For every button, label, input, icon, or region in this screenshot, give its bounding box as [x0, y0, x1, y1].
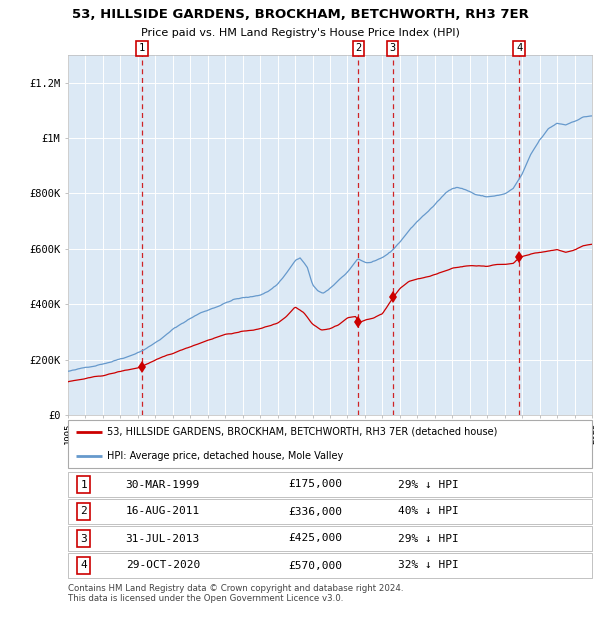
- Text: £175,000: £175,000: [288, 479, 342, 490]
- Text: 1: 1: [80, 479, 87, 490]
- Text: 3: 3: [80, 533, 87, 544]
- Text: 4: 4: [80, 560, 87, 570]
- Text: £570,000: £570,000: [288, 560, 342, 570]
- Text: 40% ↓ HPI: 40% ↓ HPI: [398, 507, 459, 516]
- Text: £425,000: £425,000: [288, 533, 342, 544]
- Text: 3: 3: [389, 43, 395, 53]
- Text: 30-MAR-1999: 30-MAR-1999: [125, 479, 200, 490]
- Text: 4: 4: [516, 43, 523, 53]
- Text: 53, HILLSIDE GARDENS, BROCKHAM, BETCHWORTH, RH3 7ER: 53, HILLSIDE GARDENS, BROCKHAM, BETCHWOR…: [71, 8, 529, 21]
- Text: 29-OCT-2020: 29-OCT-2020: [125, 560, 200, 570]
- Text: 1: 1: [139, 43, 145, 53]
- Text: HPI: Average price, detached house, Mole Valley: HPI: Average price, detached house, Mole…: [107, 451, 344, 461]
- Text: 2: 2: [355, 43, 361, 53]
- Text: Price paid vs. HM Land Registry's House Price Index (HPI): Price paid vs. HM Land Registry's House …: [140, 28, 460, 38]
- FancyBboxPatch shape: [68, 420, 592, 468]
- Text: 29% ↓ HPI: 29% ↓ HPI: [398, 533, 459, 544]
- Text: 31-JUL-2013: 31-JUL-2013: [125, 533, 200, 544]
- Text: 32% ↓ HPI: 32% ↓ HPI: [398, 560, 459, 570]
- Text: Contains HM Land Registry data © Crown copyright and database right 2024.
This d: Contains HM Land Registry data © Crown c…: [68, 584, 404, 603]
- Text: £336,000: £336,000: [288, 507, 342, 516]
- Text: 2: 2: [80, 507, 87, 516]
- Text: 16-AUG-2011: 16-AUG-2011: [125, 507, 200, 516]
- Text: 53, HILLSIDE GARDENS, BROCKHAM, BETCHWORTH, RH3 7ER (detached house): 53, HILLSIDE GARDENS, BROCKHAM, BETCHWOR…: [107, 427, 497, 436]
- Text: 29% ↓ HPI: 29% ↓ HPI: [398, 479, 459, 490]
